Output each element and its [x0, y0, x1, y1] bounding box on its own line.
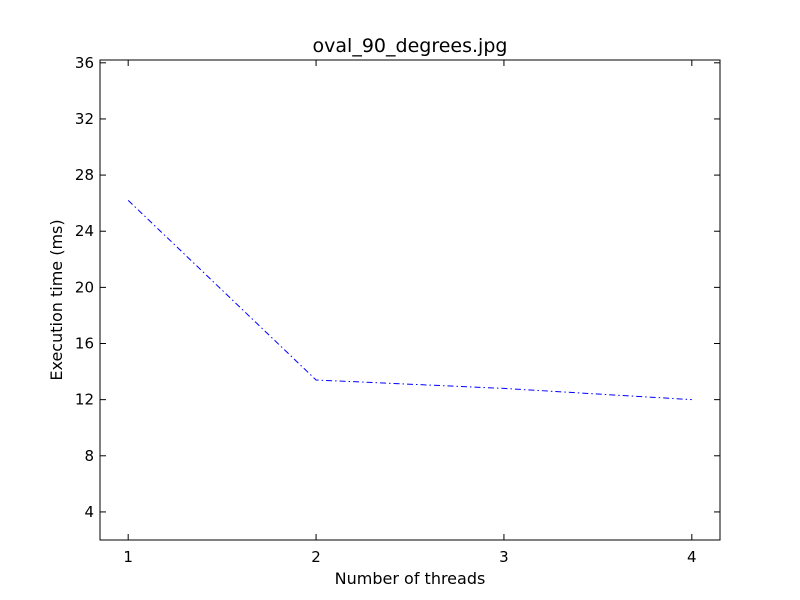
chart-title: oval_90_degrees.jpg	[313, 35, 508, 57]
y-tick-label: 32	[75, 110, 94, 128]
y-tick-label: 12	[75, 391, 94, 409]
x-tick-label: 3	[499, 548, 509, 566]
y-axis-label: Execution time (ms)	[47, 219, 66, 380]
x-tick-label: 1	[123, 548, 133, 566]
y-tick-label: 36	[75, 54, 94, 72]
axes-frame	[99, 59, 721, 541]
x-axis-ticks: 1 2 3 4	[123, 60, 697, 566]
y-tick-label: 16	[75, 335, 94, 353]
y-tick-label: 28	[75, 166, 94, 184]
series-layer	[127, 199, 692, 401]
y-tick-label: 24	[75, 222, 94, 240]
series-line-0	[127, 199, 692, 401]
y-tick-label: 4	[84, 503, 94, 521]
y-tick-label: 8	[84, 447, 94, 465]
x-tick-label: 4	[687, 548, 697, 566]
x-axis-label: Number of threads	[335, 569, 486, 588]
x-tick-label: 2	[311, 548, 321, 566]
y-axis-ticks: 4 8 12 16 20 24 28 32 36	[75, 54, 720, 521]
y-tick-label: 20	[75, 278, 94, 296]
